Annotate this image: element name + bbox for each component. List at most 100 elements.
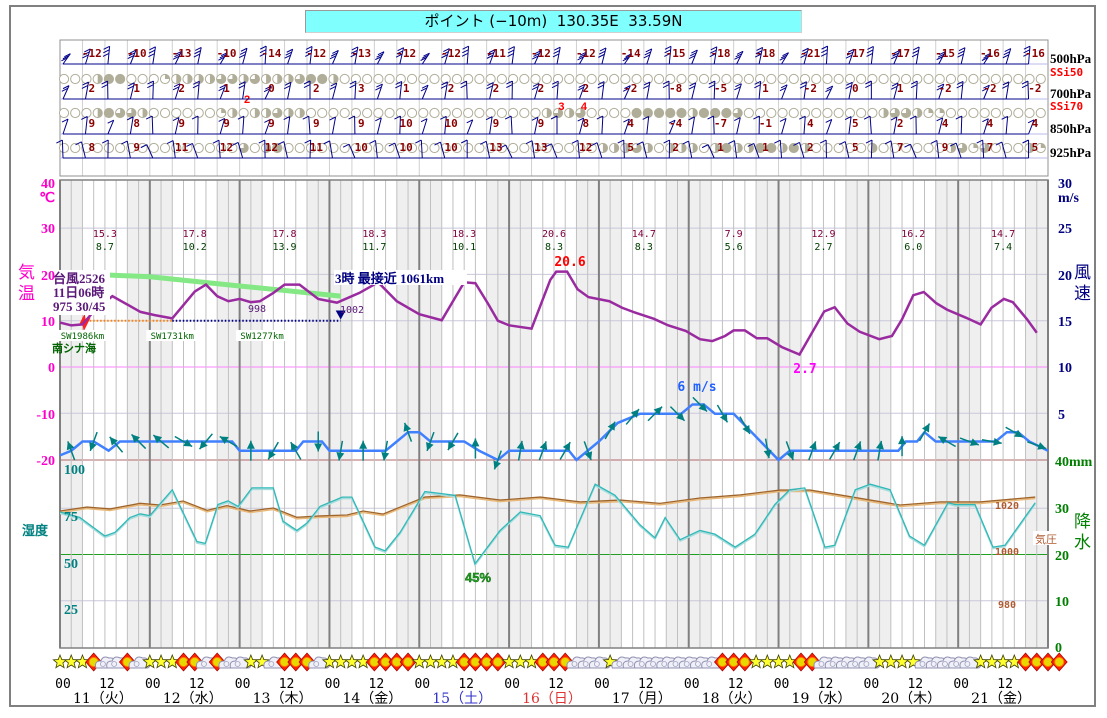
- barb-feather: [149, 46, 156, 51]
- barb-feather: [981, 57, 989, 61]
- level-temp: -14: [262, 47, 282, 60]
- level-temp: -12: [441, 47, 461, 60]
- arrow-head: [584, 451, 593, 461]
- barb-staff: [758, 81, 762, 100]
- ssi-circle-empty: [900, 73, 912, 85]
- wind-barb: [1021, 80, 1030, 100]
- ssi-circle-full: [317, 73, 328, 85]
- barb-feather: [956, 84, 963, 89]
- arrow-head: [219, 436, 229, 444]
- barb-staff: [893, 116, 898, 135]
- circle-outline: [507, 142, 519, 154]
- circle-outline: [406, 142, 418, 154]
- typhoon-track-line: [82, 271, 341, 299]
- barb-feather: [735, 83, 742, 88]
- ssi-circle-empty: [564, 142, 575, 154]
- barb-feather: [332, 49, 339, 54]
- cloud-swirl: [111, 661, 118, 667]
- barb-staff: [982, 140, 985, 159]
- circle-outline: [609, 73, 620, 85]
- wind-barb: [800, 47, 809, 65]
- ssi-circle-empty: [811, 107, 822, 119]
- barb-staff: [242, 48, 248, 65]
- barb-staff: [308, 116, 311, 135]
- wind-barb: [930, 139, 940, 159]
- barb-feather: [192, 84, 200, 89]
- barb-staff: [61, 140, 64, 159]
- circle-fill: [670, 143, 675, 153]
- ssi-circle-empty: [990, 73, 1001, 85]
- circle-outline: [362, 73, 373, 85]
- ssi-circle-three-quarter: [115, 107, 126, 119]
- wind-barb: [1022, 139, 1030, 158]
- wind-barb: [825, 85, 834, 100]
- circle-outline: [429, 73, 440, 85]
- ssi-circle-empty: [384, 107, 395, 119]
- barb-staff: [505, 144, 513, 159]
- wind-barb: [485, 116, 493, 135]
- barb-feather: [166, 140, 174, 144]
- wind-barb: [388, 142, 401, 159]
- circle-fill: [980, 143, 990, 153]
- temp-axis-label: 気: [18, 263, 35, 282]
- barb-feather: [622, 57, 630, 62]
- barb-feather: [396, 50, 404, 55]
- barb-feather: [846, 81, 853, 86]
- circle-fill: [733, 108, 743, 118]
- wind-barb: [342, 143, 356, 159]
- wind-barb: [682, 140, 693, 159]
- barb-staff: [146, 144, 154, 159]
- ssi-circle-empty: [979, 107, 990, 119]
- barb-staff: [81, 141, 86, 159]
- ssi-red-label: 3: [558, 101, 564, 113]
- barb-staff: [960, 116, 963, 135]
- barb-staff: [623, 140, 625, 159]
- barb-staff: [1001, 141, 1007, 159]
- barb-staff: [825, 46, 829, 65]
- circle-outline: [496, 107, 507, 119]
- barb-feather: [552, 53, 560, 58]
- barb-feather: [801, 50, 808, 55]
- barb-feather: [958, 50, 965, 55]
- daily-min: 11.7: [362, 242, 386, 253]
- level-temp: -17: [845, 47, 865, 60]
- temperature-line: [59, 270, 1038, 357]
- barb-staff: [309, 140, 312, 159]
- ssi-circle-empty: [597, 73, 609, 85]
- circle-outline: [979, 73, 990, 85]
- wind-barb: [466, 119, 474, 135]
- barb-feather: [460, 139, 468, 144]
- wind-barb: [701, 144, 715, 159]
- barb-staff: [983, 52, 992, 65]
- cloud-swirl: [650, 661, 656, 667]
- ssi-circle-empty: [856, 73, 867, 85]
- ssi-circle-half: [260, 142, 272, 154]
- barb-feather: [578, 83, 585, 88]
- level-temp: 8: [582, 117, 589, 130]
- hour-label-00: 00: [953, 677, 969, 692]
- barb-feather: [128, 52, 136, 57]
- wind-barb: [264, 118, 271, 135]
- barb-feather: [460, 80, 467, 85]
- wind-barb: [259, 45, 267, 65]
- barb-staff: [870, 46, 874, 65]
- barb-staff: [938, 117, 944, 135]
- wind-direction-arrow: [130, 433, 147, 450]
- barb-feather: [701, 144, 709, 149]
- level-temp: 13: [534, 141, 547, 154]
- hour-label-00: 00: [594, 677, 610, 692]
- level-temp: -13: [172, 47, 192, 60]
- barb-feather: [102, 52, 110, 57]
- barb-feather: [238, 81, 246, 86]
- circle-outline: [373, 107, 384, 119]
- wind-direction-arrow: [692, 396, 708, 413]
- typhoon-pressure: 998: [248, 304, 266, 315]
- circle-outline: [305, 107, 317, 119]
- barb-feather: [461, 52, 469, 57]
- ssi-circle-quarter: [216, 107, 227, 119]
- ssi-circle-full: [710, 107, 721, 119]
- wind-barb: [1002, 81, 1010, 100]
- wind-barb: [753, 115, 760, 135]
- wind-barb: [663, 139, 671, 159]
- cloud-swirl: [616, 661, 623, 667]
